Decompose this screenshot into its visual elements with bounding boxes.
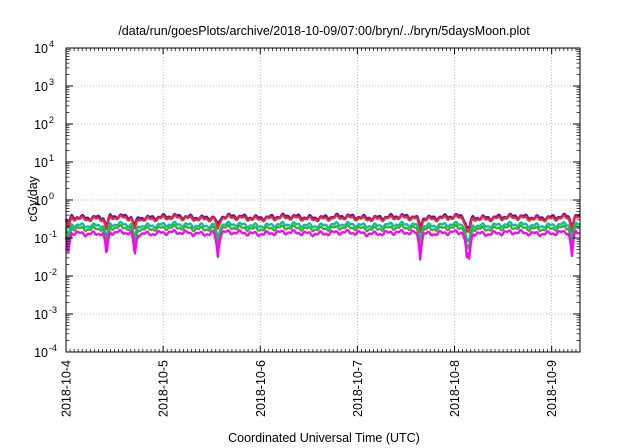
y-tick-label: 10: [34, 118, 48, 132]
x-tick-label: 2018-10-6: [254, 360, 268, 417]
y-tick-label: 10: [34, 308, 48, 322]
y-tick-exponent: -1: [49, 229, 57, 239]
x-tick-label: 2018-10-9: [545, 360, 559, 417]
x-tick-label: 2018-10-5: [157, 360, 171, 417]
y-tick-exponent: 0: [49, 191, 54, 201]
chart-title: /data/run/goesPlots/archive/2018-10-09/0…: [118, 24, 530, 38]
y-tick-label: 10: [34, 156, 48, 170]
y-tick-exponent: 1: [49, 153, 54, 163]
x-tick-label: 2018-10-8: [448, 360, 462, 417]
series-line: [64, 213, 581, 234]
ticks-group: [65, 47, 580, 353]
y-tick-label: 10: [34, 194, 48, 208]
y-tick-label: 10: [34, 80, 48, 94]
y-tick-label: 10: [34, 270, 48, 284]
x-axis-label: Coordinated Universal Time (UTC): [228, 431, 420, 445]
y-tick-exponent: 3: [49, 77, 54, 87]
grid: [66, 48, 580, 352]
x-tick-label: 2018-10-4: [60, 360, 74, 417]
y-tick-exponent: 2: [49, 115, 54, 125]
y-tick-exponent: 4: [49, 39, 54, 49]
y-tick-label: 10: [34, 232, 48, 246]
y-tick-exponent: -4: [49, 343, 57, 353]
y-tick-label: 10: [34, 42, 48, 56]
y-tick-label: 10: [34, 346, 48, 360]
series-group: [64, 212, 581, 261]
y-tick-exponent: -3: [49, 305, 57, 315]
series-line: [64, 220, 581, 244]
series-line: [64, 223, 581, 251]
x-tick-labels: 2018-10-4 2018-10-5 2018-10-6 2018-10-7 2018…: [60, 360, 560, 417]
plot-frame: [65, 47, 581, 353]
x-tick-label: 2018-10-7: [351, 360, 365, 417]
y-axis-label: cGy/day: [26, 175, 40, 222]
series-line: [64, 228, 581, 261]
y-tick-exponent: -2: [49, 267, 57, 277]
